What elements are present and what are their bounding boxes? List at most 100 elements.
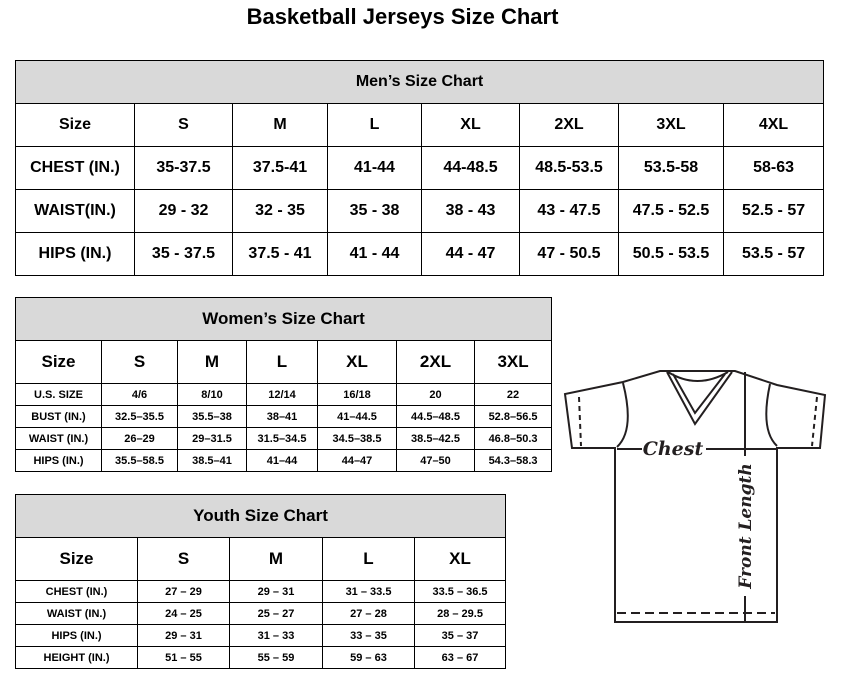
cell: 43 - 47.5 [519,189,619,233]
chest-label: Chest [643,438,704,460]
row-label: WAIST (IN.) [15,602,138,625]
cell: 4/6 [101,383,178,406]
cell: 50.5 - 53.5 [618,232,724,276]
cell: XL [317,340,397,384]
cell: 22 [473,383,553,406]
cell: 3XL [618,103,724,147]
cell: 2XL [396,340,475,384]
shirt-outline [563,370,827,623]
cell: 33 – 35 [322,624,415,647]
cell: 29 – 31 [137,624,230,647]
table-row: CHEST (IN.) 35-37.5 37.5-41 41-44 44-48.5 48.… [15,146,825,190]
row-label: HIPS (IN.) [15,232,135,276]
jersey-diagram: Chest Front Length [563,370,827,623]
neckline [666,371,733,426]
cell: 47–50 [396,449,475,472]
table-title: Men’s Size Chart [14,60,825,104]
table-row: HEIGHT (IN.) 51 – 55 55 – 59 59 – 63 63 – 67 [15,646,507,669]
cell: 44.5–48.5 [396,405,475,428]
row-label: HIPS (IN.) [15,624,138,647]
cell: 51 – 55 [137,646,230,669]
header-row: Size S M L XL 2XL 3XL 4XL [15,103,825,147]
table-title: Women’s Size Chart [14,297,553,341]
cell: 32.5–35.5 [101,405,178,428]
cell: 63 – 67 [413,646,507,669]
table-row: BUST (IN.) 32.5–35.5 35.5–38 38–41 41–44.5 44… [15,405,553,428]
table-row: HIPS (IN.) 35 - 37.5 37.5 - 41 41 - 44 44 - … [15,232,825,276]
cell: 47.5 - 52.5 [618,189,724,233]
armhole-left [616,382,629,448]
cell: 41 - 44 [327,232,422,276]
cell: 12/14 [246,383,318,406]
cell: 31.5–34.5 [246,427,318,450]
cell: 28 – 29.5 [413,602,507,625]
cell: 55 – 59 [229,646,323,669]
row-label: U.S. SIZE [15,383,102,406]
cell: 2XL [519,103,619,147]
cell: M [177,340,247,384]
armhole-right [765,383,778,447]
cell: 29–31.5 [177,427,247,450]
cell: 41-44 [327,146,422,190]
cell: 35 – 37 [413,624,507,647]
cell: 24 – 25 [137,602,230,625]
cell: 3XL [473,340,553,384]
cell: 35 - 38 [327,189,422,233]
page-title: Basketball Jerseys Size Chart [246,4,559,29]
cell: 41–44.5 [317,405,397,428]
table-row: WAIST (IN.) 26–29 29–31.5 31.5–34.5 34.5–38.… [15,427,553,450]
row-label: HIPS (IN.) [15,449,102,472]
cell: 52.5 - 57 [722,189,825,233]
cell: 27 – 28 [322,602,415,625]
cell: 46.8–50.3 [473,427,553,450]
cell: 48.5-53.5 [519,146,619,190]
cell: 59 – 63 [322,646,415,669]
cell: L [246,340,318,384]
table-row: U.S. SIZE 4/6 8/10 12/14 16/18 20 22 [15,383,553,406]
table-row: HIPS (IN.) 35.5–58.5 38.5–41 41–44 44–47 47–5… [15,449,553,472]
cell: 27 – 29 [137,580,230,603]
row-label: HEIGHT (IN.) [15,646,138,669]
cell: XL [421,103,520,147]
cell: 20 [396,383,475,406]
row-label: Size [15,537,138,581]
cell: L [327,103,422,147]
cell: S [101,340,178,384]
row-label: Size [15,103,135,147]
cell: M [229,537,323,581]
row-label: CHEST (IN.) [15,580,138,603]
cell: 26–29 [101,427,178,450]
row-label: Size [15,340,102,384]
table-title: Youth Size Chart [14,494,507,538]
youth-size-table: Youth Size Chart Size S M L XL CHEST (IN.) 27 … [14,494,507,669]
header-row: Size S M L XL 2XL 3XL [15,340,553,384]
row-label: WAIST(IN.) [15,189,135,233]
cell: M [232,103,328,147]
row-label: BUST (IN.) [15,405,102,428]
cell: 38.5–41 [177,449,247,472]
cell: 53.5 - 57 [722,232,825,276]
cell: 37.5 - 41 [232,232,328,276]
cell: 38 - 43 [421,189,520,233]
row-label: CHEST (IN.) [15,146,135,190]
cell: 47 - 50.5 [519,232,619,276]
cell: 58-63 [722,146,825,190]
cell: L [322,537,415,581]
cell: 38.5–42.5 [396,427,475,450]
cell: 44-48.5 [421,146,520,190]
cell: 35.5–58.5 [101,449,178,472]
cell: 33.5 – 36.5 [413,580,507,603]
table-row: CHEST (IN.) 27 – 29 29 – 31 31 – 33.5 33.5 –… [15,580,507,603]
cell: 34.5–38.5 [317,427,397,450]
cell: 44–47 [317,449,397,472]
cell: S [134,103,233,147]
cell: 35 - 37.5 [134,232,233,276]
cell: 53.5-58 [618,146,724,190]
cell: 37.5-41 [232,146,328,190]
sleeve-seam-left [578,396,582,447]
cell: 54.3–58.3 [473,449,553,472]
cell: 29 – 31 [229,580,323,603]
cell: 38–41 [246,405,318,428]
cell: 29 - 32 [134,189,233,233]
table-row: WAIST(IN.) 29 - 32 32 - 35 35 - 38 38 - 43 43… [15,189,825,233]
